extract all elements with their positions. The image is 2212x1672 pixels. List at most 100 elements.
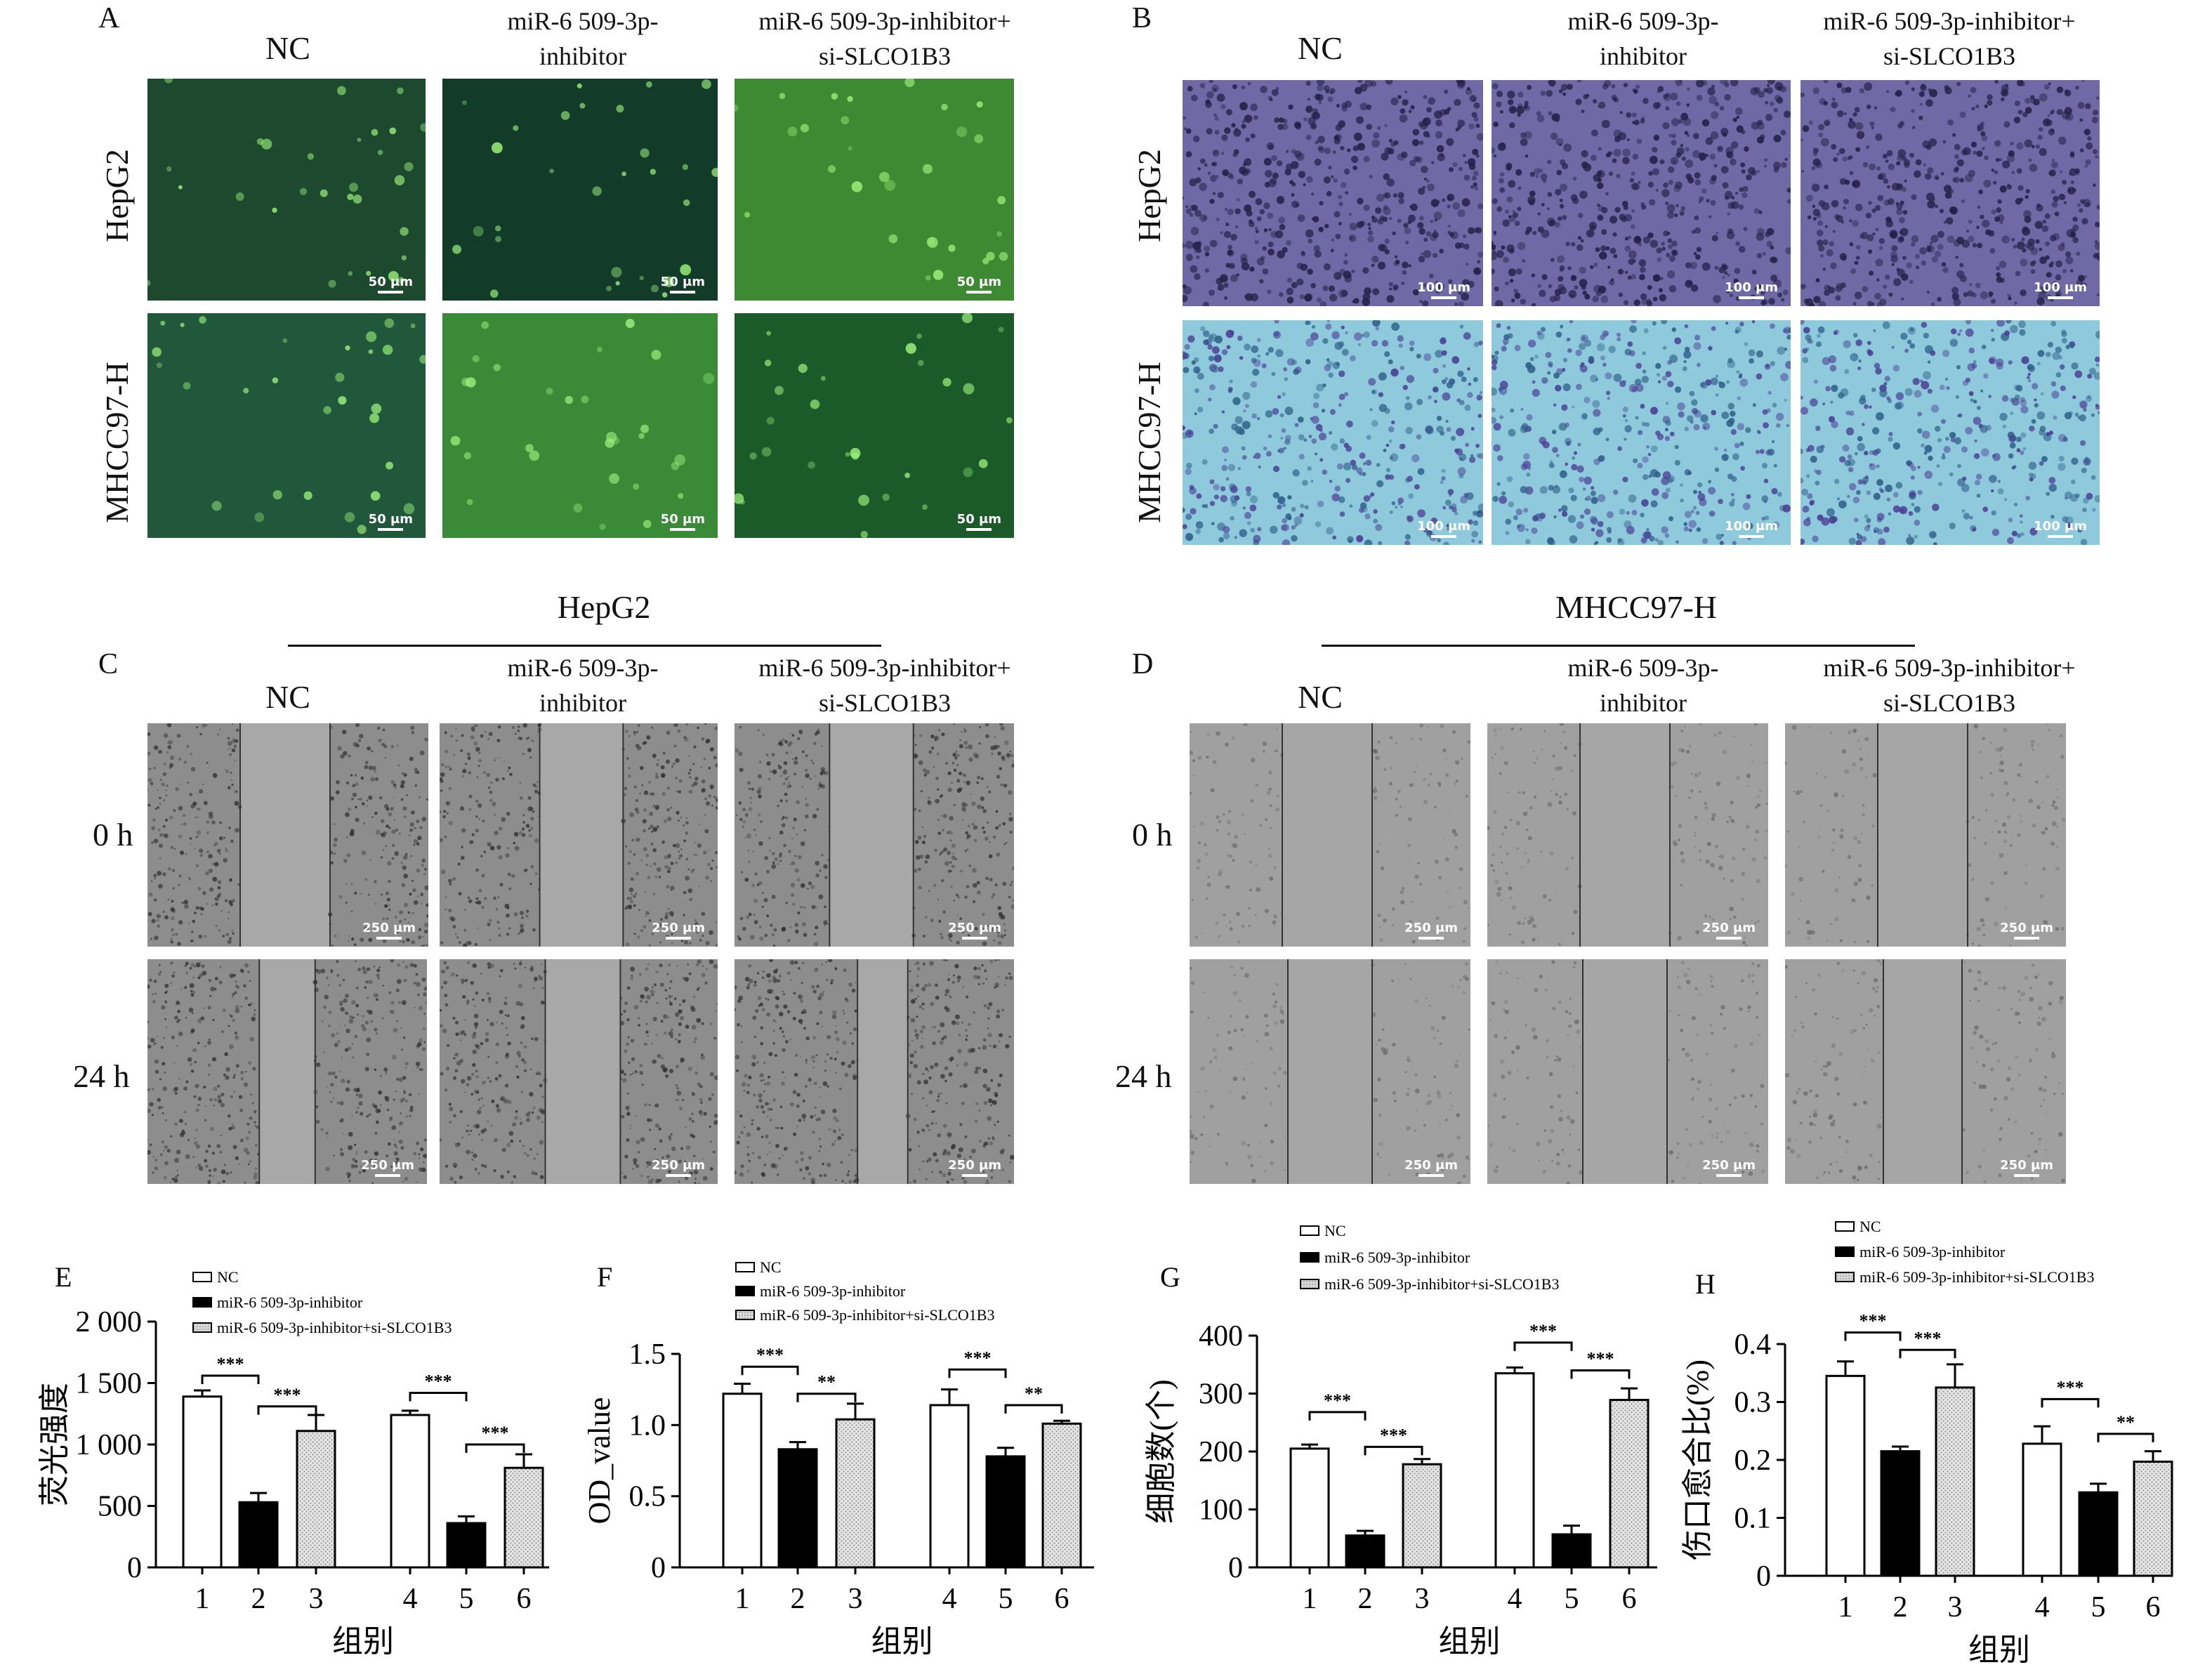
y-tick-label: 0.3 bbox=[1734, 1387, 1772, 1419]
transwell-image: 100 μm bbox=[1800, 80, 2100, 306]
wound-image: 250 μm bbox=[735, 723, 1014, 947]
legend-swatch bbox=[192, 1322, 212, 1333]
y-axis-label: 荧光强度 bbox=[37, 1383, 72, 1506]
x-tick-label: 1 bbox=[1838, 1591, 1853, 1624]
y-tick-label: 0 bbox=[651, 1552, 666, 1584]
transwell-image: 100 μm bbox=[1800, 320, 2100, 545]
group-title: HepG2 bbox=[557, 589, 651, 625]
significance-bracket bbox=[1844, 1331, 1902, 1341]
wound-image: 250 μm bbox=[1487, 723, 1768, 947]
y-tick-label: 1 500 bbox=[76, 1368, 143, 1400]
y-tick-label: 1.5 bbox=[629, 1338, 666, 1371]
transwell-image: 100 μm bbox=[1492, 320, 1791, 545]
col-header-nc: NC bbox=[1298, 679, 1343, 715]
x-tick-label: 1 bbox=[735, 1583, 750, 1615]
significance-label: *** bbox=[1587, 1349, 1614, 1369]
x-tick-label: 1 bbox=[1303, 1583, 1317, 1615]
bar bbox=[1551, 1533, 1592, 1569]
y-tick-label: 100 bbox=[1199, 1494, 1243, 1527]
bar bbox=[1609, 1399, 1650, 1569]
col-header-nc: NC bbox=[1298, 30, 1343, 66]
panel-label: H bbox=[1695, 1268, 1716, 1300]
bar bbox=[2022, 1442, 2062, 1577]
col-header-inhibitor: miR-6 509-3p- inhibitor bbox=[1567, 654, 1719, 717]
y-tick-label: 0.1 bbox=[1734, 1503, 1772, 1535]
legend-label: miR-6 509-3p-inhibitor bbox=[217, 1294, 363, 1311]
bar bbox=[1825, 1374, 1866, 1577]
significance-bracket bbox=[257, 1405, 317, 1415]
x-axis-label: 组别 bbox=[1968, 1633, 2030, 1667]
significance-label: *** bbox=[274, 1385, 301, 1405]
bar bbox=[1345, 1534, 1385, 1569]
transwell-image: 100 μm bbox=[1183, 320, 1483, 545]
legend-swatch bbox=[192, 1297, 212, 1308]
fluorescence-image: 50 μm bbox=[442, 313, 718, 538]
legend-swatch bbox=[1300, 1225, 1319, 1236]
significance-bracket bbox=[796, 1393, 857, 1402]
legend-label: miR-6 509-3p-inhibitor+si-SLCO1B3 bbox=[760, 1306, 994, 1324]
y-tick-label: 2 000 bbox=[76, 1306, 143, 1338]
bar bbox=[2133, 1460, 2173, 1577]
row-label-24h: 24 h bbox=[73, 1058, 130, 1094]
bar bbox=[503, 1466, 544, 1569]
x-tick-label: 6 bbox=[2146, 1591, 2161, 1624]
bar bbox=[446, 1522, 487, 1569]
x-tick-label: 2 bbox=[791, 1583, 805, 1615]
y-tick-label: 500 bbox=[98, 1491, 142, 1523]
bar bbox=[1935, 1386, 1975, 1577]
y-tick-label: 0 bbox=[1228, 1552, 1243, 1584]
wound-image: 250 μm bbox=[147, 723, 428, 947]
significance-label: *** bbox=[1529, 1321, 1557, 1341]
panel-label-d: D bbox=[1132, 648, 1154, 680]
legend-swatch bbox=[735, 1286, 755, 1296]
y-tick-label: 0 bbox=[127, 1552, 142, 1584]
significance-bracket bbox=[1899, 1348, 1956, 1359]
row-label-0h: 0 h bbox=[1132, 817, 1173, 853]
x-tick-label: 2 bbox=[251, 1583, 266, 1615]
wound-image: 250 μm bbox=[735, 959, 1014, 1184]
group-divider bbox=[1322, 645, 1915, 647]
wound-image: 250 μm bbox=[1785, 723, 2066, 947]
bar bbox=[1402, 1463, 1442, 1569]
x-tick-label: 5 bbox=[1565, 1583, 1579, 1615]
significance-label: *** bbox=[425, 1371, 452, 1392]
wound-image: 250 μm bbox=[1190, 959, 1470, 1184]
significance-bracket bbox=[948, 1368, 1007, 1378]
legend-label: NC bbox=[1324, 1222, 1346, 1239]
bar bbox=[182, 1395, 223, 1569]
significance-label: *** bbox=[964, 1348, 992, 1368]
y-tick-label: 400 bbox=[1199, 1320, 1243, 1352]
significance-bracket bbox=[2097, 1433, 2154, 1442]
y-tick-label: 300 bbox=[1199, 1378, 1243, 1411]
x-tick-label: 6 bbox=[1622, 1583, 1637, 1615]
x-tick-label: 4 bbox=[1508, 1583, 1522, 1615]
fluorescence-image: 50 μm bbox=[442, 79, 718, 301]
wound-image: 250 μm bbox=[440, 959, 718, 1184]
legend-swatch bbox=[735, 1262, 755, 1272]
x-axis-label: 组别 bbox=[332, 1624, 394, 1659]
legend-swatch bbox=[1300, 1252, 1319, 1263]
bar bbox=[835, 1418, 876, 1569]
row-label-24h: 24 h bbox=[1115, 1058, 1172, 1094]
bar bbox=[296, 1430, 336, 1569]
x-tick-label: 3 bbox=[309, 1583, 324, 1615]
x-tick-label: 4 bbox=[403, 1583, 418, 1615]
x-tick-label: 2 bbox=[1358, 1583, 1373, 1615]
wound-image: 250 μm bbox=[1487, 959, 1768, 1184]
significance-label: *** bbox=[217, 1354, 244, 1374]
x-tick-label: 3 bbox=[1415, 1583, 1430, 1615]
significance-bracket bbox=[1308, 1411, 1367, 1421]
group-divider bbox=[288, 645, 881, 647]
significance-label: ** bbox=[2116, 1412, 2135, 1433]
bar bbox=[1041, 1422, 1082, 1569]
panel-label: G bbox=[1160, 1261, 1180, 1293]
legend-label: miR-6 509-3p-inhibitor+si-SLCO1B3 bbox=[217, 1319, 452, 1336]
col-header-inhibitor: miR-6 509-3p- inhibitor bbox=[507, 7, 659, 70]
col-header-inhibitor: miR-6 509-3p- inhibitor bbox=[1567, 7, 1719, 70]
legend-label: miR-6 509-3p-inhibitor+si-SLCO1B3 bbox=[1859, 1268, 2094, 1286]
significance-label: *** bbox=[1914, 1328, 1942, 1348]
transwell-image: 100 μm bbox=[1183, 80, 1483, 306]
y-tick-label: 200 bbox=[1199, 1436, 1243, 1468]
wound-image: 250 μm bbox=[1785, 959, 2066, 1184]
